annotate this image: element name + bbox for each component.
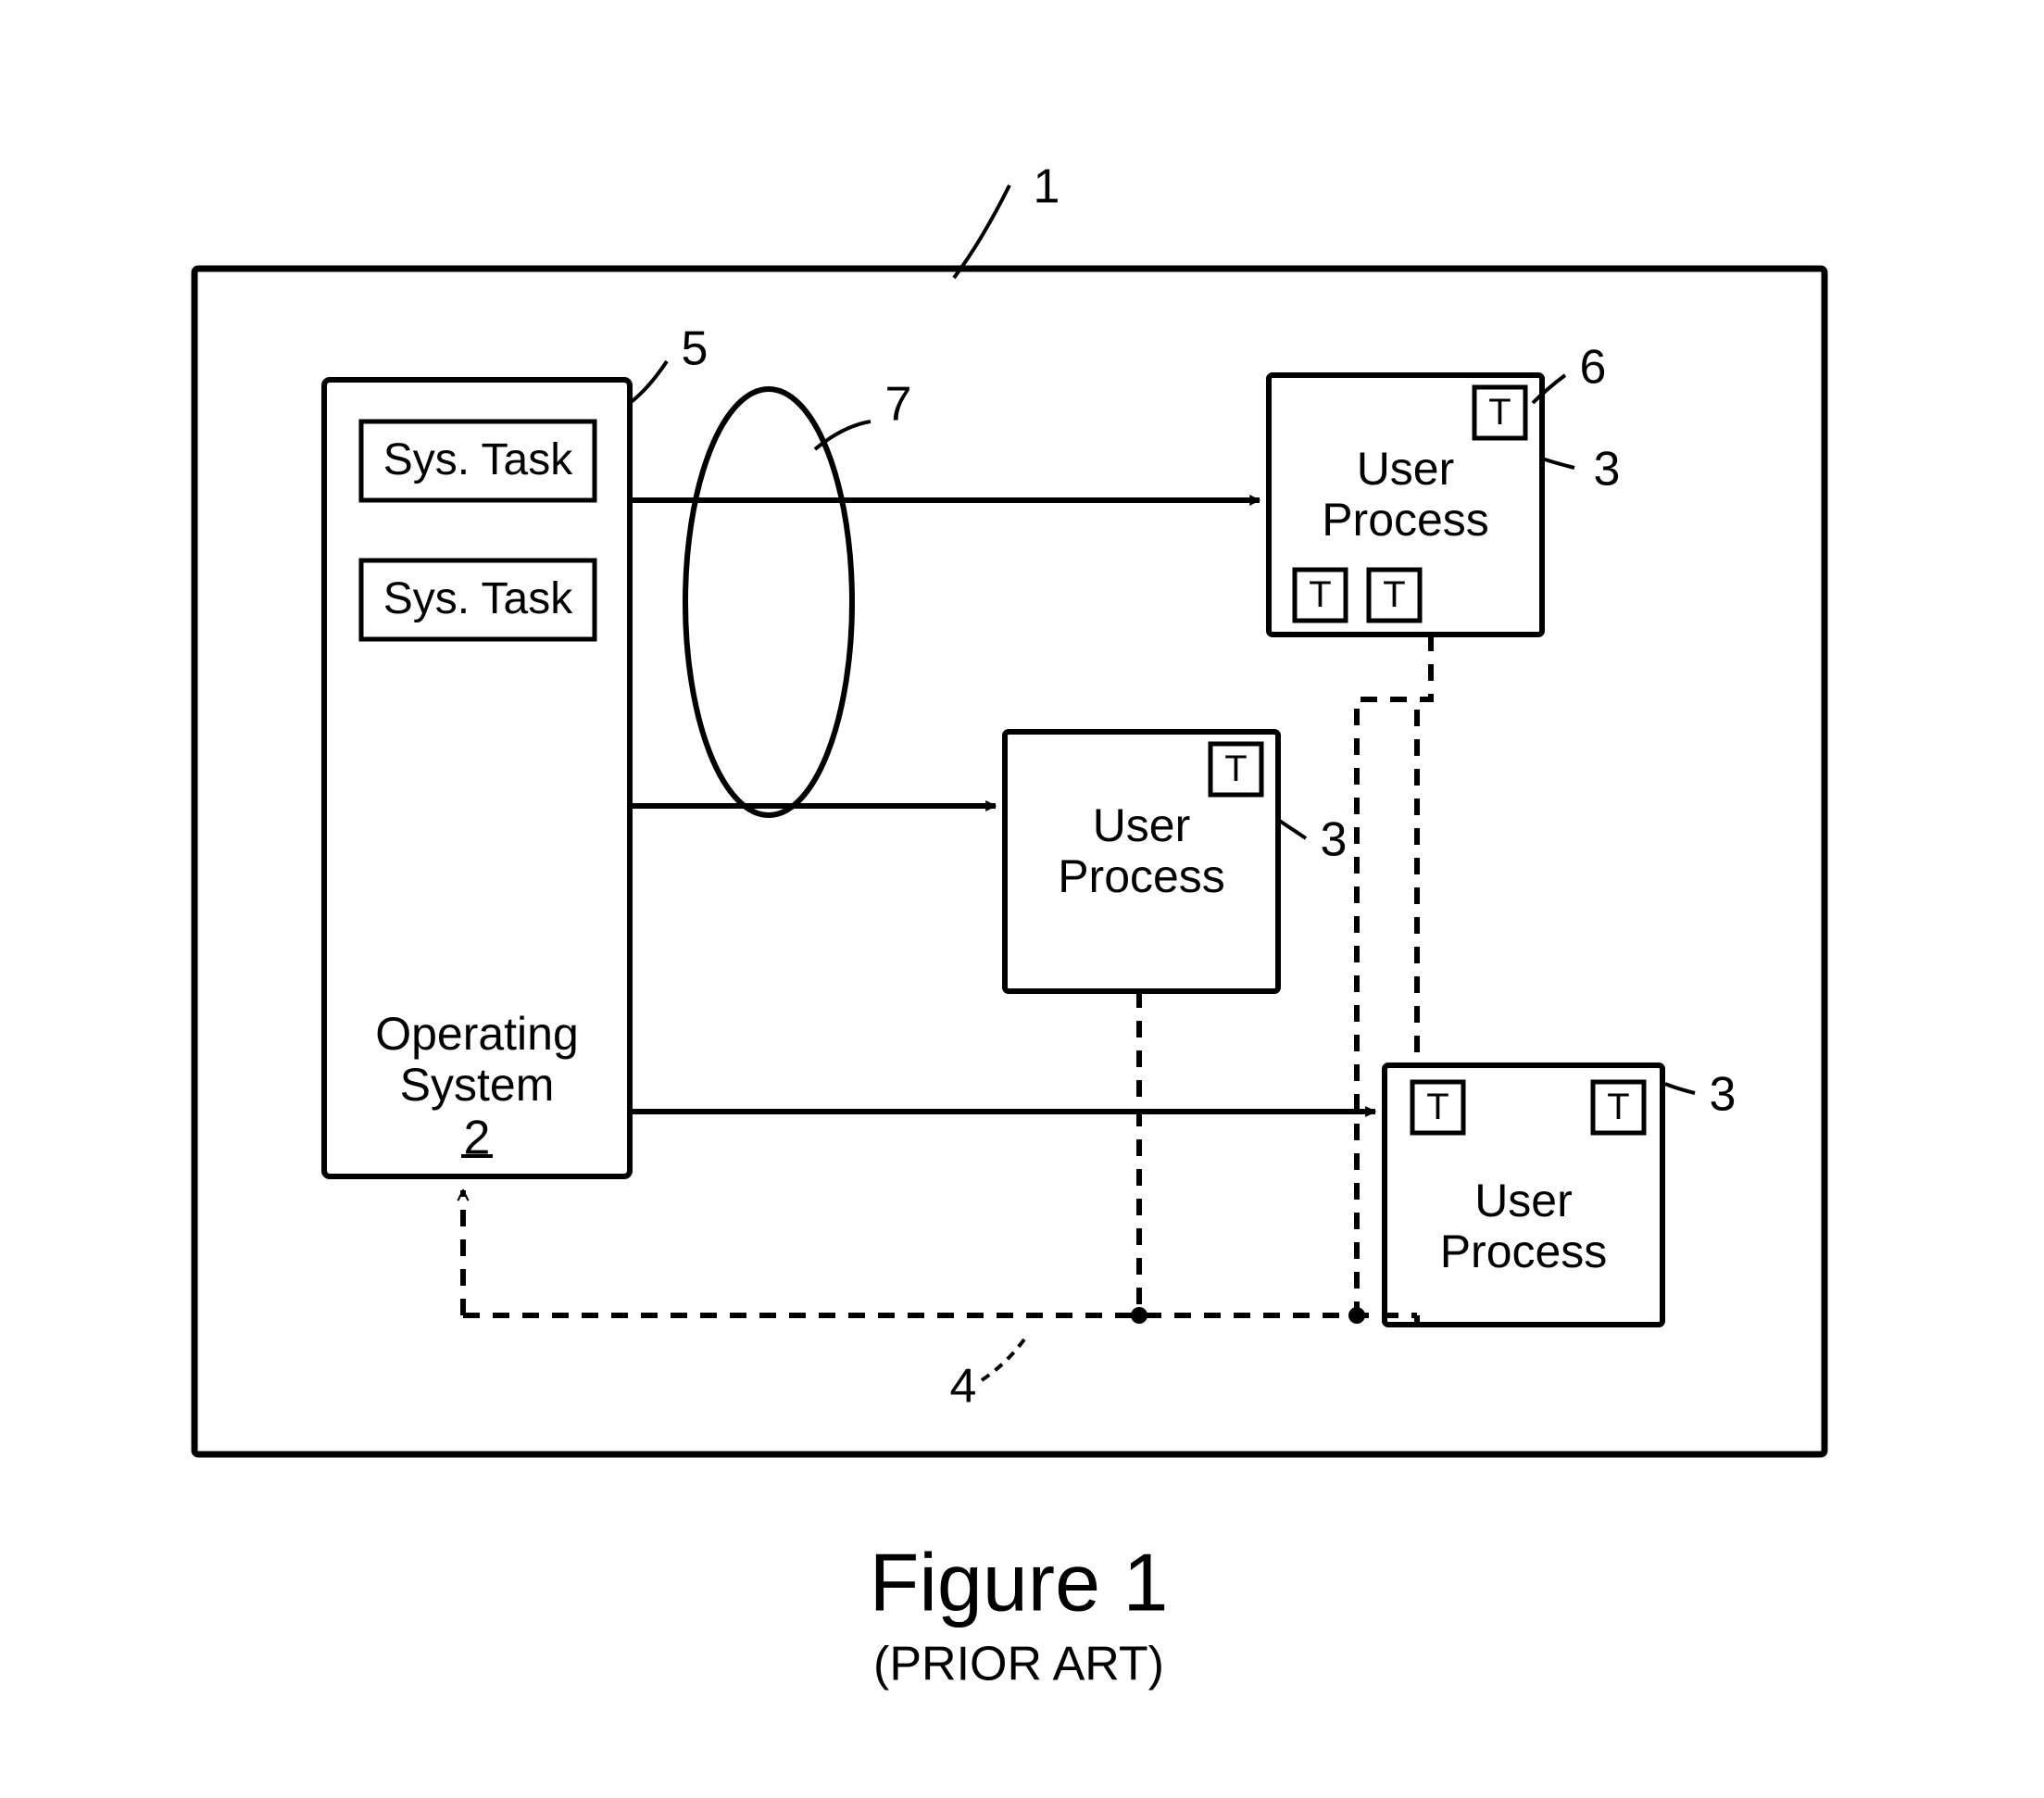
svg-text:T: T (1224, 748, 1247, 789)
svg-text:User: User (1357, 443, 1455, 495)
diagram-stage: 1OperatingSystem25Sys. TaskSys. Task7Use… (0, 0, 2044, 1798)
svg-text:Sys. Task: Sys. Task (383, 574, 574, 623)
figure-caption: Figure 1 (870, 1536, 1169, 1628)
svg-text:Process: Process (1322, 494, 1489, 546)
figure-subcaption: (PRIOR ART) (873, 1638, 1164, 1691)
svg-text:7: 7 (885, 378, 912, 432)
svg-text:3: 3 (1594, 443, 1621, 497)
svg-text:User: User (1474, 1175, 1573, 1226)
svg-text:Operating: Operating (375, 1008, 579, 1060)
svg-text:User: User (1093, 799, 1191, 851)
svg-text:3: 3 (1710, 1068, 1737, 1122)
svg-text:T: T (1383, 574, 1405, 615)
svg-text:4: 4 (950, 1360, 977, 1414)
svg-text:T: T (1488, 392, 1511, 433)
svg-text:T: T (1607, 1087, 1629, 1127)
svg-text:5: 5 (682, 322, 709, 376)
svg-text:Sys. Task: Sys. Task (383, 435, 574, 484)
diagram-svg: 1OperatingSystem25Sys. TaskSys. Task7Use… (0, 0, 2044, 1798)
svg-text:6: 6 (1580, 341, 1607, 395)
svg-text:System: System (400, 1059, 555, 1111)
svg-text:1: 1 (1034, 160, 1060, 214)
svg-text:T: T (1426, 1087, 1448, 1127)
svg-text:Process: Process (1058, 850, 1225, 902)
svg-text:Process: Process (1440, 1226, 1608, 1277)
svg-text:3: 3 (1321, 813, 1348, 867)
svg-text:T: T (1309, 574, 1331, 615)
